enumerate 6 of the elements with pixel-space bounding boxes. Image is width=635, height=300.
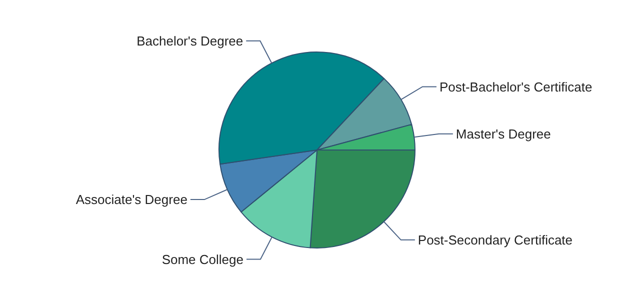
- slice-label: Master's Degree: [456, 126, 551, 142]
- slice-label: Post-Bachelor's Certificate: [439, 79, 592, 94]
- slice-label: Bachelor's Degree: [136, 33, 244, 48]
- slice-label: Some College: [162, 252, 244, 267]
- slice-label: Post-Secondary Certificate: [418, 232, 573, 248]
- slice-label: Associate's Degree: [76, 192, 188, 208]
